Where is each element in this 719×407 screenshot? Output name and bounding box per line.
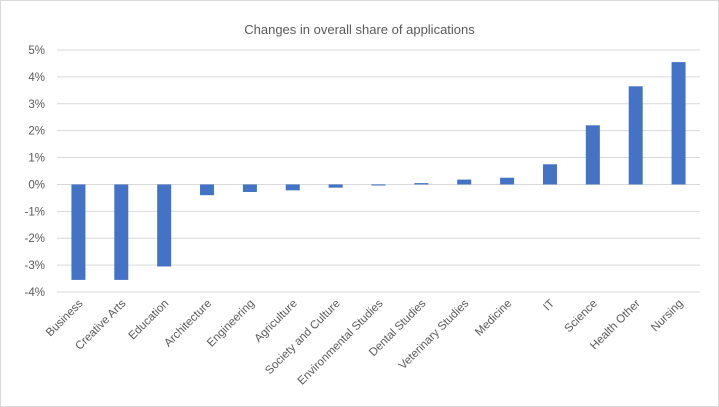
y-axis-tick-labels: -4% -3% -2% -1% 0% 1% 2% 3% 4% 5% bbox=[25, 45, 45, 299]
bar bbox=[285, 184, 300, 191]
y-tick-label: 2% bbox=[28, 126, 45, 138]
bar bbox=[371, 184, 386, 186]
bars bbox=[71, 62, 686, 280]
bar bbox=[542, 164, 557, 185]
bar bbox=[671, 62, 686, 185]
y-tick-label: 5% bbox=[28, 45, 45, 57]
x-category-label: Environmental Studies bbox=[296, 297, 386, 387]
bar bbox=[328, 184, 343, 188]
bar bbox=[585, 125, 600, 185]
y-tick-label: 3% bbox=[28, 99, 45, 111]
chart-title: Changes in overall share of applications bbox=[244, 22, 475, 37]
y-tick-label: 4% bbox=[28, 72, 45, 84]
x-category-label: Medicine bbox=[473, 298, 514, 339]
y-tick-label: -4% bbox=[25, 287, 45, 299]
gridlines bbox=[57, 49, 700, 293]
x-category-label: Society and Culture bbox=[263, 298, 342, 377]
bar bbox=[457, 179, 472, 185]
y-tick-label: -1% bbox=[25, 206, 45, 218]
y-tick-label: 0% bbox=[28, 179, 45, 191]
x-category-label: Nursing bbox=[649, 298, 686, 335]
bar bbox=[242, 184, 257, 192]
bar bbox=[157, 184, 172, 267]
x-category-label: Science bbox=[563, 298, 600, 335]
x-category-label: IT bbox=[541, 298, 557, 314]
bar bbox=[71, 184, 86, 280]
x-category-label: Business bbox=[44, 297, 86, 339]
y-tick-label: -3% bbox=[25, 260, 45, 272]
y-tick-label: 1% bbox=[28, 153, 45, 165]
bar bbox=[114, 184, 129, 280]
bar bbox=[500, 177, 515, 185]
bar bbox=[628, 86, 643, 185]
bar bbox=[200, 184, 215, 196]
bar bbox=[414, 183, 429, 185]
x-category-label: Education bbox=[127, 298, 172, 343]
y-tick-label: -2% bbox=[25, 233, 45, 245]
